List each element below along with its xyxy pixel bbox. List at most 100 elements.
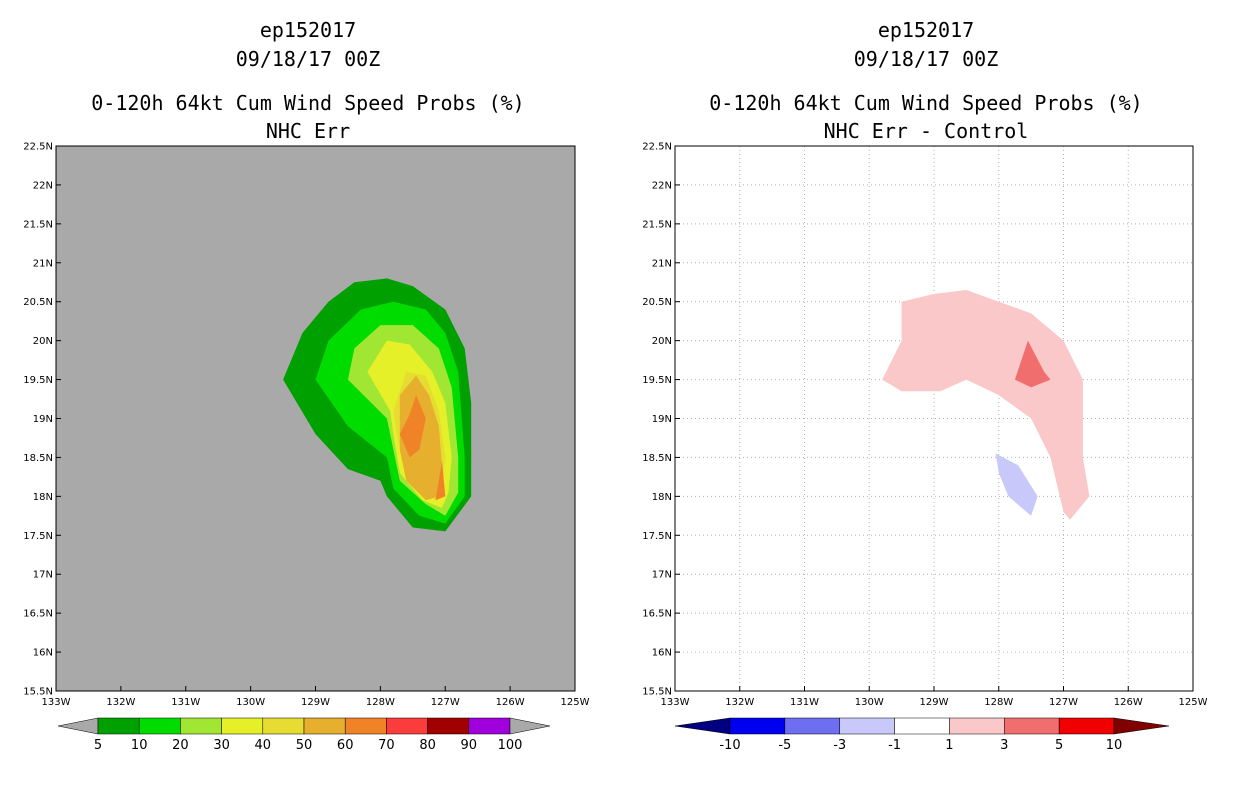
colorbar-swatch: [839, 717, 895, 735]
y-tick-label: 21N: [33, 258, 53, 269]
left-subtitle: NHC Err: [266, 119, 350, 143]
left-colorbar: 5 10 20 30 40 50 60 70 80 90 100: [57, 717, 551, 753]
colorbar-swatch: [894, 717, 950, 735]
colorbar-label: 5: [1055, 738, 1063, 753]
y-tick-label: 19.5N: [642, 375, 672, 386]
left-y-axis: 15.5N 16N 16.5N 17N 17.5N 18N 18.5N 19N 19.5N 20N…: [23, 142, 61, 698]
y-tick-label: 15.5N: [642, 687, 672, 698]
colorbar-swatch: [221, 717, 264, 735]
right-contours: [882, 290, 1090, 520]
colorbar-swatch: [1058, 717, 1115, 735]
contour-level-3: [1014, 340, 1051, 388]
x-tick-label: 129W: [920, 697, 949, 708]
y-tick-label: 19N: [33, 414, 53, 425]
colorbar-under-arrow: [57, 717, 99, 735]
y-tick-label: 22.5N: [642, 142, 672, 153]
contour-level-60: [435, 461, 446, 501]
x-tick-label: 125W: [1179, 697, 1208, 708]
colorbar-label: 100: [498, 738, 523, 753]
colorbar-label: -5: [778, 738, 791, 753]
y-tick-label: 19N: [652, 414, 672, 425]
colorbar-label: 1: [945, 738, 953, 753]
y-tick-label: 20.5N: [23, 297, 53, 308]
y-tick-label: 20.5N: [642, 297, 672, 308]
colorbar-label: 40: [255, 738, 272, 753]
colorbar-over-arrow: [1113, 717, 1170, 735]
x-tick-label: 128W: [984, 697, 1013, 708]
colorbar-swatch: [138, 717, 181, 735]
y-tick-label: 19.5N: [23, 375, 53, 386]
colorbar-swatch: [97, 717, 140, 735]
y-tick-label: 16N: [33, 648, 53, 659]
left-title: 0-120h 64kt Cum Wind Speed Probs (%): [91, 91, 524, 115]
y-tick-label: 16.5N: [23, 609, 53, 620]
colorbar-label: -10: [719, 738, 740, 753]
y-tick-label: 22N: [652, 180, 672, 191]
y-tick-label: 22N: [33, 180, 53, 191]
x-tick-label: 129W: [301, 697, 330, 708]
colorbar-label: 3: [1000, 738, 1008, 753]
right-storm-id: ep152017: [878, 18, 974, 42]
y-tick-label: 18.5N: [23, 453, 53, 464]
colorbar-label: 30: [213, 738, 230, 753]
colorbar-swatch: [180, 717, 222, 735]
y-tick-label: 17.5N: [23, 531, 53, 542]
x-tick-label: 132W: [106, 697, 135, 708]
right-title: 0-120h 64kt Cum Wind Speed Probs (%): [709, 91, 1142, 115]
y-tick-label: 17.5N: [642, 531, 672, 542]
colorbar-label: 10: [1106, 738, 1123, 753]
colorbar-swatch: [262, 717, 305, 735]
right-x-axis: 133W 132W 131W 130W 129W 128W 127W 126W 125W: [661, 686, 1208, 708]
y-tick-label: 17N: [652, 570, 672, 581]
y-tick-label: 20N: [33, 336, 53, 347]
colorbar-swatch: [303, 717, 346, 735]
colorbar-swatch: [949, 717, 1005, 735]
y-tick-label: 16N: [652, 648, 672, 659]
colorbar-swatch: [427, 717, 470, 735]
y-tick-label: 21.5N: [642, 219, 672, 230]
colorbar-label: 60: [337, 738, 354, 753]
colorbar-swatch: [386, 717, 428, 735]
colorbar-label: 10: [131, 738, 148, 753]
x-tick-label: 130W: [236, 697, 265, 708]
right-colorbar: -10 -5 -3 -1 1 3 5 10: [674, 717, 1170, 753]
y-tick-label: 22.5N: [23, 142, 53, 153]
x-tick-label: 126W: [496, 697, 525, 708]
colorbar-label: 5: [94, 738, 102, 753]
y-tick-label: 21.5N: [23, 219, 53, 230]
contour-level-1: [882, 290, 1090, 520]
x-tick-label: 125W: [561, 697, 590, 708]
x-tick-label: 131W: [790, 697, 819, 708]
contour-level-60: [399, 395, 426, 458]
right-datetime: 09/18/17 00Z: [854, 47, 999, 71]
left-x-axis: 133W 132W 131W 130W 129W 128W 127W 126W 125W: [42, 686, 590, 708]
colorbar-label: 50: [296, 738, 313, 753]
left-panel: ep152017 09/18/17 00Z 0-120h 64kt Cum Wi…: [23, 18, 589, 753]
colorbar-swatch: [729, 717, 786, 735]
x-tick-label: 127W: [1049, 697, 1078, 708]
left-contours: [283, 278, 472, 532]
contour-level-neg1: [995, 453, 1038, 516]
x-tick-label: 127W: [431, 697, 460, 708]
colorbar-swatch: [1004, 717, 1060, 735]
colorbar-swatch: [784, 717, 840, 735]
y-tick-label: 18N: [652, 492, 672, 503]
x-tick-label: 130W: [855, 697, 884, 708]
x-tick-label: 133W: [42, 697, 71, 708]
y-tick-label: 21N: [652, 258, 672, 269]
colorbar-label: 90: [461, 738, 478, 753]
x-tick-label: 132W: [725, 697, 754, 708]
colorbar-label: 70: [378, 738, 395, 753]
right-panel: ep152017 09/18/17 00Z 0-120h 64kt Cum Wi…: [642, 18, 1207, 753]
colorbar-label: -3: [833, 738, 846, 753]
x-tick-label: 126W: [1114, 697, 1143, 708]
y-tick-label: 15.5N: [23, 687, 53, 698]
colorbar-label: 20: [172, 738, 189, 753]
colorbar-swatch: [468, 717, 511, 735]
y-tick-label: 20N: [652, 336, 672, 347]
right-y-axis: 15.5N 16N 16.5N 17N 17.5N 18N 18.5N 19N 19.5N 20N…: [642, 142, 680, 698]
y-tick-label: 18N: [33, 492, 53, 503]
colorbar-label: -1: [888, 738, 901, 753]
left-datetime: 09/18/17 00Z: [236, 47, 381, 71]
